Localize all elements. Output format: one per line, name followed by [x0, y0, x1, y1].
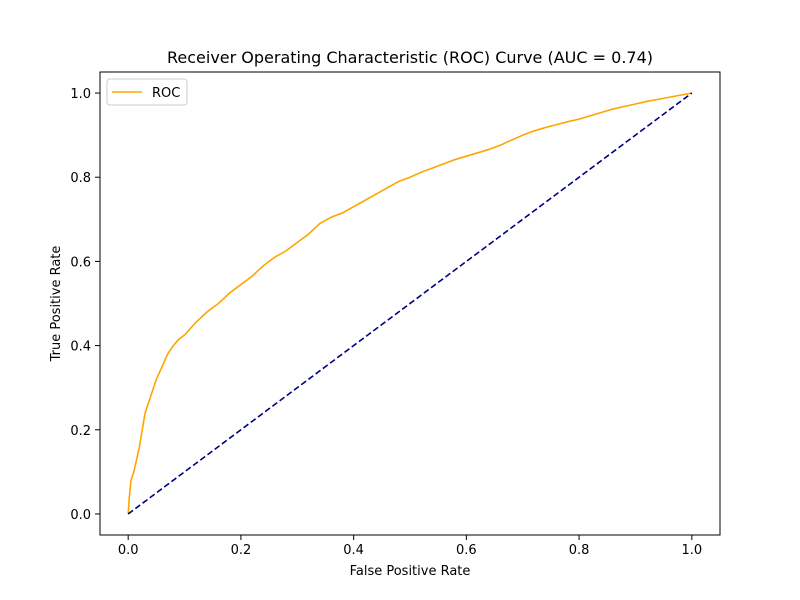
- x-tick-label: 0.0: [118, 543, 139, 558]
- x-tick-label: 1.0: [681, 543, 702, 558]
- y-axis-ticks: 0.0 0.2 0.4 0.6 0.8 1.0: [70, 87, 100, 523]
- legend: ROC: [106, 78, 188, 106]
- series-layer: [127, 92, 693, 515]
- chance-diagonal-line: [127, 92, 693, 515]
- series-line-roc: [127, 92, 692, 515]
- y-tick-label: 0.0: [70, 508, 91, 523]
- x-tick-label: 0.8: [569, 543, 590, 558]
- y-tick-label: 0.4: [70, 340, 91, 355]
- x-tick-label: 0.2: [231, 543, 252, 558]
- y-tick-label: 0.8: [70, 171, 91, 186]
- chart-title: Receiver Operating Characteristic (ROC) …: [167, 48, 653, 67]
- x-tick-label: 0.4: [343, 543, 364, 558]
- legend-label-roc: ROC: [152, 86, 180, 101]
- x-axis-title: False Positive Rate: [350, 564, 471, 579]
- x-axis-ticks: 0.0 0.2 0.4 0.6 0.8 1.0: [118, 535, 702, 558]
- y-tick-label: 0.6: [70, 255, 91, 270]
- legend-box: [106, 78, 188, 106]
- plot-frame: [99, 71, 721, 536]
- y-axis-title: True Positive Rate: [49, 246, 64, 363]
- x-tick-label: 0.6: [456, 543, 477, 558]
- y-tick-label: 0.2: [70, 424, 91, 439]
- y-tick-label: 1.0: [70, 87, 91, 102]
